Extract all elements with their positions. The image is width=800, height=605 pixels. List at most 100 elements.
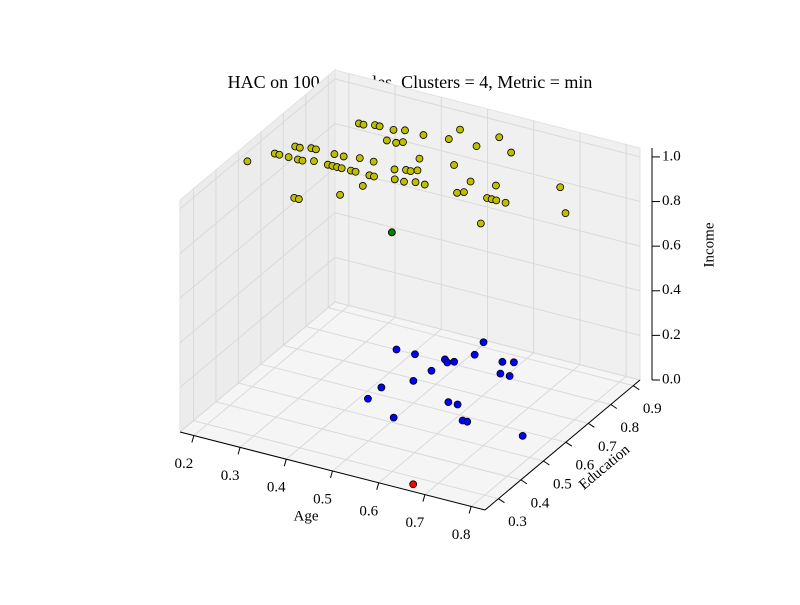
point: [419, 131, 428, 139]
x-tick-label: 0.3: [221, 468, 240, 484]
z-axis-label: Income: [701, 222, 717, 267]
point: [476, 219, 485, 228]
point: [496, 369, 505, 378]
point: [460, 188, 468, 197]
point: [415, 154, 424, 163]
point: [275, 150, 284, 159]
point: [466, 177, 475, 186]
x-tick-label: 0.5: [313, 491, 332, 507]
y-tick-label: 0.5: [553, 476, 572, 492]
point: [337, 164, 346, 173]
point: [401, 126, 409, 135]
point: [294, 195, 303, 203]
point: [387, 228, 396, 237]
point: [444, 398, 453, 407]
point: [479, 338, 488, 347]
point: [443, 358, 452, 367]
point: [358, 182, 367, 190]
point: [243, 157, 252, 166]
y-tick-label: 0.9: [643, 401, 662, 417]
y-tick: [610, 404, 618, 409]
y-tick: [565, 441, 573, 447]
point: [409, 376, 418, 385]
x-tick: [468, 506, 472, 514]
z-tick-label: 0.8: [662, 193, 681, 209]
point: [298, 156, 307, 165]
x-axis-label: Age: [294, 508, 319, 524]
y-tick-label: 0.8: [620, 420, 639, 436]
point: [507, 148, 516, 157]
x-tick-label: 0.8: [452, 527, 471, 543]
y-tick-label: 0.3: [508, 514, 527, 530]
y-axis: [484, 379, 641, 511]
point: [400, 177, 408, 186]
point: [351, 167, 360, 176]
z-tick-label: 0.6: [662, 238, 681, 254]
z-tick-label: 0.2: [662, 327, 681, 343]
z-tick-label: 0.0: [662, 371, 681, 387]
point: [463, 417, 472, 426]
x-tick-label: 0.7: [406, 515, 425, 531]
point: [370, 172, 378, 181]
point: [505, 372, 514, 380]
point: [492, 196, 501, 205]
grid-line: [179, 256, 641, 388]
point: [411, 178, 420, 187]
point: [355, 154, 364, 163]
point: [330, 150, 339, 158]
point: [498, 357, 507, 366]
point: [406, 167, 415, 176]
point: [364, 394, 372, 403]
point: [336, 190, 344, 199]
point: [284, 153, 293, 162]
x-tick-label: 0.6: [359, 503, 378, 519]
point: [518, 431, 527, 440]
point: [399, 138, 407, 147]
point: [453, 400, 462, 409]
point: [420, 180, 429, 189]
point: [456, 125, 464, 134]
point: [310, 157, 318, 166]
point: [450, 357, 459, 366]
point: [556, 183, 565, 192]
x-tick: [283, 459, 287, 467]
point: [312, 145, 320, 154]
point: [409, 480, 418, 489]
y-tick: [543, 460, 550, 466]
x-tick: [191, 435, 195, 443]
z-tick-label: 0.4: [662, 282, 681, 298]
grid-line: [179, 212, 641, 344]
point: [450, 161, 458, 169]
point: [495, 133, 504, 142]
x-tick: [330, 470, 333, 479]
point: [382, 136, 391, 145]
x-axis: [179, 431, 486, 511]
point: [501, 198, 510, 207]
grid-line: [179, 122, 641, 254]
grid-line: [179, 78, 641, 210]
x-tick: [422, 494, 426, 502]
point: [427, 366, 436, 375]
x-tick: [237, 447, 241, 455]
y-tick: [498, 498, 505, 504]
point: [369, 157, 378, 166]
point: [470, 350, 479, 359]
point: [453, 188, 461, 197]
point: [339, 152, 348, 161]
point: [509, 358, 518, 367]
y-tick-label: 0.4: [531, 495, 550, 511]
y-tick: [588, 422, 595, 428]
point: [389, 125, 398, 134]
point: [375, 122, 384, 131]
point: [413, 166, 422, 175]
point: [359, 120, 368, 129]
point: [444, 135, 453, 143]
y-tick-label: 0.6: [575, 458, 594, 474]
point: [377, 383, 386, 392]
x-tick: [376, 482, 380, 490]
point: [561, 209, 570, 218]
y-tick-label: 0.7: [598, 439, 617, 455]
point: [389, 413, 398, 422]
